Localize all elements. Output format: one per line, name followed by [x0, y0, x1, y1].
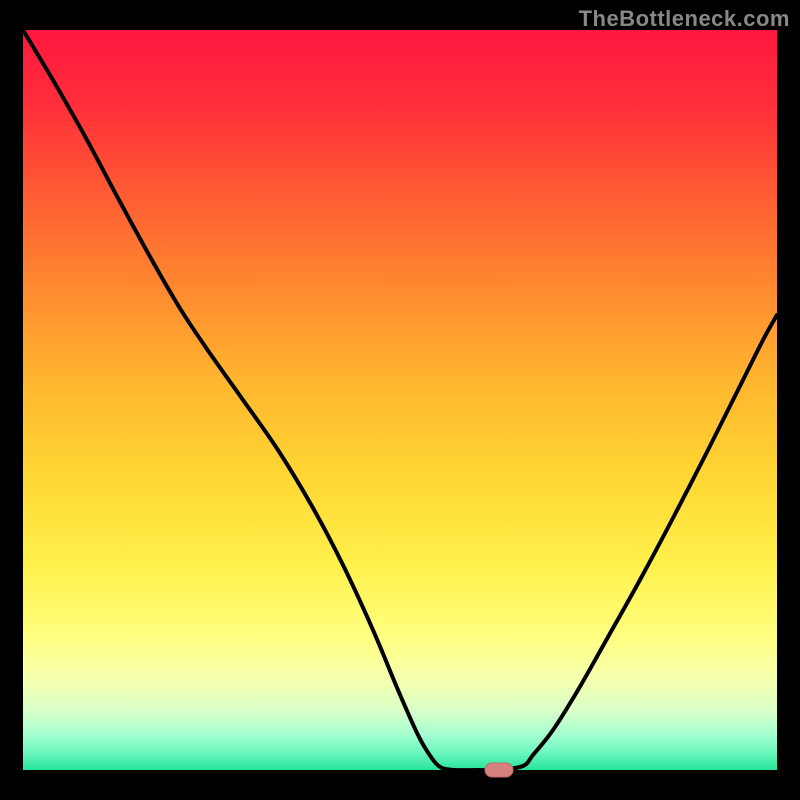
minimum-marker: [485, 763, 513, 777]
bottleneck-chart: TheBottleneck.com: [0, 0, 800, 800]
watermark-text: TheBottleneck.com: [579, 6, 790, 32]
gradient-background: [23, 30, 777, 770]
chart-svg: [0, 0, 800, 800]
